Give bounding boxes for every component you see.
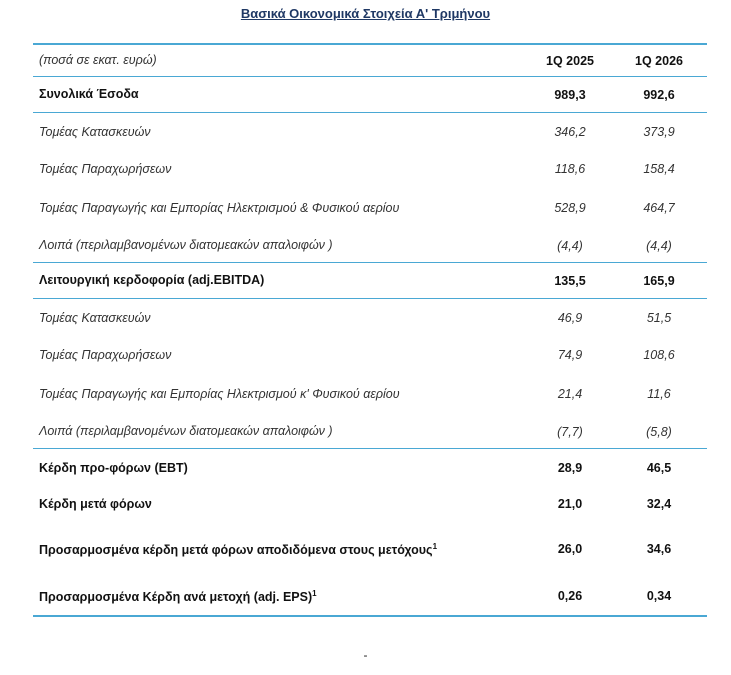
table-row: Λοιπά (περιλαμβανομένων διατομεακών απαλ… [33, 229, 707, 263]
row-label: Προσαρμοσμένα Κέρδη ανά μετοχή (adj. EPS… [39, 589, 317, 605]
value-1q2025: (4,4) [557, 238, 583, 253]
table-row: Τομέας Κατασκευών 346,2 373,9 [33, 113, 707, 151]
row-label: Κέρδη προ-φόρων (EBT) [39, 460, 188, 475]
value-1q2026: 165,9 [643, 273, 675, 288]
row-label: Τομέας Παραγωγής και Εμπορίας Ηλεκτρισμο… [39, 200, 400, 215]
value-1q2026: 34,6 [646, 542, 672, 556]
row-label: Τομέας Παραχωρήσεων [39, 347, 172, 362]
value-1q2026: 464,7 [643, 201, 675, 215]
row-label: Λοιπά (περιλαμβανομένων διατομεακών απαλ… [39, 424, 333, 438]
row-label: Λειτουργική κερδοφορία (adj.EBITDA) [39, 273, 265, 287]
value-1q2026: 158,4 [643, 162, 675, 176]
column-header-1q2025: 1Q 2025 [546, 53, 594, 68]
value-1q2026: 992,6 [643, 87, 675, 102]
table-row: Τομέας Παραγωγής και Εμπορίας Ηλεκτρισμο… [33, 373, 707, 415]
value-1q2026: 108,6 [643, 348, 675, 362]
value-1q2026: 11,6 [647, 387, 671, 401]
revenue-total-row: Συνολικά Έσοδα 989,3 992,6 [33, 77, 707, 113]
footnote-marker: 1 [432, 542, 438, 552]
value-1q2026: 32,4 [646, 497, 672, 511]
table-row: Τομέας Παραχωρήσεων 118,6 158,4 [33, 151, 707, 187]
ebt-row: Κέρδη προ-φόρων (EBT) 28,9 46,5 [33, 449, 707, 487]
table-row: Λοιπά (περιλαμβανομένων διατομεακών απαλ… [33, 415, 707, 449]
value-1q2025: 135,5 [554, 273, 586, 288]
table-row: Τομέας Κατασκευών 46,9 51,5 [33, 299, 707, 337]
row-label: Τομέας Παραγωγής και Εμπορίας Ηλεκτρισμο… [39, 386, 400, 401]
net-profit-row: Κέρδη μετά φόρων 21,0 32,4 [33, 487, 707, 521]
page-footer-dash: - [363, 648, 368, 662]
table-header: (ποσά σε εκατ. ευρώ) 1Q 2025 1Q 2026 [33, 43, 707, 77]
row-label: Κέρδη μετά φόρων [39, 496, 152, 511]
row-label: Λοιπά (περιλαμβανομένων διατομεακών απαλ… [39, 238, 333, 252]
value-1q2025: 0,26 [557, 589, 583, 603]
value-1q2026: 51,5 [646, 311, 672, 325]
row-label: Τομέας Κατασκευών [39, 124, 151, 139]
row-label: Τομέας Κατασκευών [39, 310, 151, 325]
document-title: Βασικά Οικονομικά Στοιχεία Α' Τριμήνου [240, 6, 491, 21]
value-1q2025: 46,9 [557, 311, 583, 325]
value-1q2025: 21,0 [557, 497, 583, 511]
table-row: Τομέας Παραγωγής και Εμπορίας Ηλεκτρισμο… [33, 187, 707, 229]
value-1q2025: 26,0 [557, 542, 583, 556]
value-1q2026: (5,8) [646, 424, 672, 439]
adjusted-eps-row: Προσαρμοσμένα Κέρδη ανά μετοχή (adj. EPS… [33, 577, 707, 617]
row-label: Τομέας Παραχωρήσεων [39, 161, 172, 176]
value-1q2025: 28,9 [557, 461, 583, 475]
column-header-1q2026: 1Q 2026 [635, 53, 683, 68]
value-1q2025: 989,3 [554, 87, 586, 102]
ebitda-total-row: Λειτουργική κερδοφορία (adj.EBITDA) 135,… [33, 263, 707, 299]
value-1q2025: 528,9 [554, 201, 586, 215]
value-1q2026: (4,4) [646, 238, 672, 253]
row-label: Συνολικά Έσοδα [39, 87, 139, 101]
value-1q2025: (7,7) [557, 424, 583, 439]
footnote-marker: 1 [312, 589, 317, 599]
row-label: Προσαρμοσμένα κέρδη μετά φόρων αποδιδόμε… [39, 542, 438, 558]
table-row: Τομέας Παραχωρήσεων 74,9 108,6 [33, 337, 707, 373]
value-1q2026: 46,5 [646, 461, 672, 475]
value-1q2026: 373,9 [643, 125, 675, 139]
value-1q2025: 74,9 [557, 348, 583, 362]
financial-table: (ποσά σε εκατ. ευρώ) 1Q 2025 1Q 2026 Συν… [33, 43, 707, 617]
adjusted-net-profit-row: Προσαρμοσμένα κέρδη μετά φόρων αποδιδόμε… [33, 521, 707, 577]
units-label: (ποσά σε εκατ. ευρώ) [39, 53, 157, 67]
value-1q2025: 21,4 [557, 387, 583, 401]
value-1q2026: 0,34 [646, 589, 672, 603]
value-1q2025: 118,6 [554, 162, 586, 176]
value-1q2025: 346,2 [554, 125, 586, 139]
